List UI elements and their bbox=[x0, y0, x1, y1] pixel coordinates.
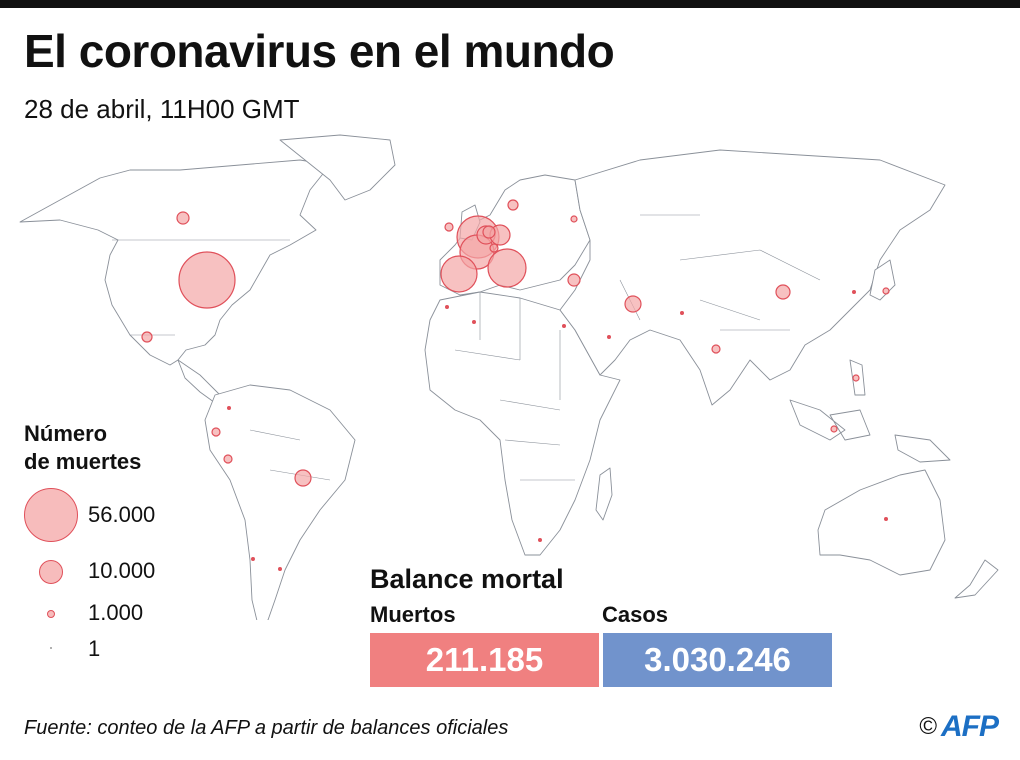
bubble-italia bbox=[487, 248, 527, 288]
bubble-china bbox=[775, 284, 791, 300]
legend-circle-10000 bbox=[39, 560, 63, 584]
north-america-shape bbox=[19, 159, 331, 366]
bubble-canadá bbox=[176, 211, 190, 225]
greenland-shape bbox=[279, 134, 396, 201]
new-zealand-shape bbox=[954, 559, 999, 599]
bubble-marruecos bbox=[445, 305, 449, 309]
bubble-estados-unidos bbox=[178, 251, 236, 309]
bubble-filipinas bbox=[852, 374, 860, 382]
death-toll-panel: Balance mortal Muertos Casos 211.185 3.0… bbox=[370, 564, 832, 687]
legend-label-56000: 56.000 bbox=[88, 502, 156, 527]
legend-title-line2: de muertes bbox=[24, 449, 142, 474]
legend: Número de muertes 56.000 10.000 1.000 1 bbox=[24, 420, 224, 660]
bubble-argentina bbox=[278, 567, 282, 571]
new-guinea-shape bbox=[894, 434, 951, 463]
bubble-perú bbox=[223, 454, 233, 464]
bubble-países-bajos bbox=[482, 225, 496, 239]
deaths-value-box: 211.185 bbox=[370, 633, 599, 687]
bubble-españa bbox=[440, 255, 478, 293]
bubble-sudáfrica bbox=[538, 538, 542, 542]
legend-circle-1000 bbox=[47, 610, 55, 618]
page-title: El coronavirus en el mundo bbox=[24, 25, 615, 77]
page-subtitle: 28 de abril, 11H00 GMT bbox=[24, 94, 300, 124]
bubble-japón bbox=[882, 287, 890, 295]
bubble-chile bbox=[251, 557, 255, 561]
bubble-brasil bbox=[294, 469, 312, 487]
legend-title-line1: Número bbox=[24, 421, 108, 446]
top-bar bbox=[0, 0, 1020, 8]
bubbles-layer bbox=[141, 199, 890, 571]
madagascar-shape bbox=[595, 467, 613, 521]
asia-shape bbox=[559, 149, 946, 406]
bubble-arabia-saudí bbox=[607, 335, 611, 339]
australia-shape bbox=[817, 469, 946, 576]
bubble-india bbox=[711, 344, 721, 354]
bubble-ecuador bbox=[211, 427, 221, 437]
legend-circle-56000 bbox=[24, 488, 78, 542]
legend-label-1000: 1.000 bbox=[88, 600, 144, 625]
legend-circle-1 bbox=[50, 647, 52, 649]
bubble-indonesia bbox=[830, 425, 838, 433]
bubble-suecia bbox=[507, 199, 519, 211]
bubble-irlanda bbox=[444, 222, 454, 232]
bubble-egipto bbox=[562, 324, 566, 328]
bubble-suiza bbox=[489, 243, 499, 253]
indonesia-shape bbox=[789, 399, 871, 441]
deaths-label: Muertos bbox=[370, 602, 456, 627]
bubble-corea-del-sur bbox=[852, 290, 856, 294]
bubble-pakistán bbox=[680, 311, 684, 315]
world-map bbox=[0, 120, 1020, 626]
death-toll-title: Balance mortal bbox=[370, 564, 564, 594]
legend-label-1: 1 bbox=[88, 636, 101, 661]
bubble-méxico bbox=[141, 331, 153, 343]
south-america-shape bbox=[204, 384, 356, 626]
credit: © AFP bbox=[919, 710, 999, 743]
cases-label: Casos bbox=[602, 602, 669, 627]
bubble-irán bbox=[624, 295, 642, 313]
afp-logo: AFP bbox=[941, 710, 999, 743]
source-note: Fuente: conteo de la AFP a partir de bal… bbox=[24, 717, 509, 739]
cases-value-box: 3.030.246 bbox=[603, 633, 832, 687]
bubble-argelia bbox=[472, 320, 476, 324]
bubble-australia bbox=[884, 517, 888, 521]
copyright-symbol: © bbox=[919, 713, 937, 740]
bubble-rusia bbox=[570, 215, 578, 223]
world-map-svg bbox=[19, 134, 999, 626]
bubble-colombia bbox=[227, 406, 231, 410]
bubble-turquía bbox=[567, 273, 581, 287]
legend-label-10000: 10.000 bbox=[88, 558, 156, 583]
